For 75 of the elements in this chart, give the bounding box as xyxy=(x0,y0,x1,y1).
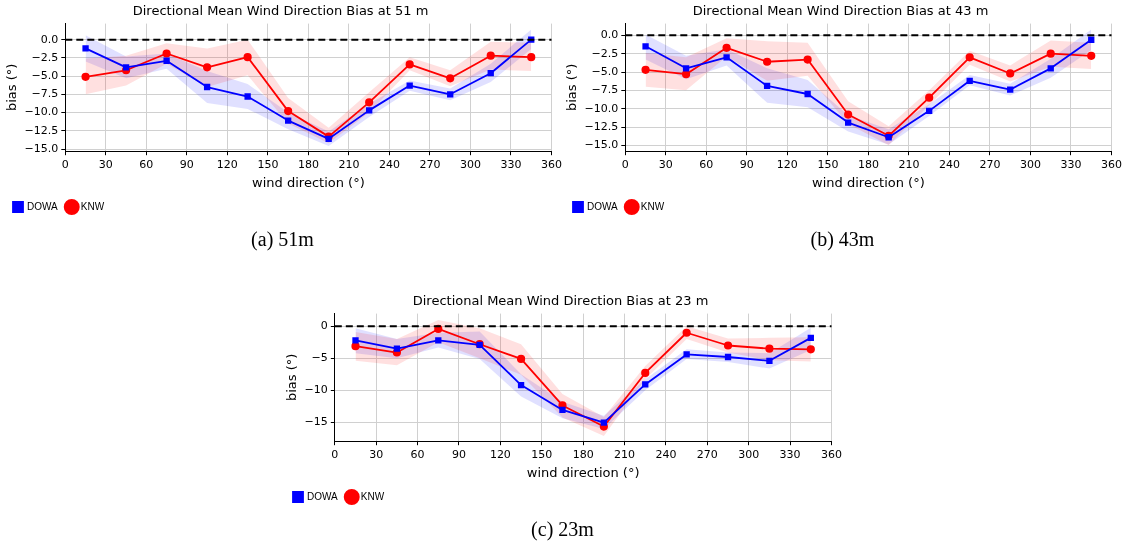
x-tick-label: 150 xyxy=(257,157,279,171)
x-tick-label: 0 xyxy=(61,157,69,171)
x-tick-label: 300 xyxy=(459,157,481,171)
y-axis-title: bias (°) xyxy=(284,353,300,402)
legend-label: KNW xyxy=(640,200,665,212)
y-axis-title: bias (°) xyxy=(564,63,580,112)
x-tick-label: 360 xyxy=(821,447,842,461)
legend-label: DOWA xyxy=(587,200,619,212)
y-tick-label: −15.0 xyxy=(24,141,59,155)
x-tick-label: 180 xyxy=(297,157,319,171)
x-axis-title: wind direction (°) xyxy=(812,174,925,190)
x-tick-label: 180 xyxy=(857,157,879,171)
x-tick-label: 330 xyxy=(1060,157,1082,171)
y-tick-label: −5 xyxy=(311,351,328,365)
y-tick-label: −15 xyxy=(304,414,328,428)
x-tick-label: 210 xyxy=(614,447,636,461)
x-tick-label: 150 xyxy=(531,447,553,461)
x-tick-label: 270 xyxy=(979,157,1001,171)
y-tick-label: −7.5 xyxy=(31,87,59,101)
x-axis-title: wind direction (°) xyxy=(252,174,365,190)
legend-label: KNW xyxy=(80,200,105,212)
y-tick-label: −10 xyxy=(304,383,328,397)
x-tick-label: 90 xyxy=(179,157,194,171)
y-tick-label: −15.0 xyxy=(584,138,619,152)
text: (c) 23m xyxy=(530,518,595,541)
x-tick-label: 30 xyxy=(658,157,673,171)
x-tick-label: 120 xyxy=(776,157,798,171)
x-tick-label: 180 xyxy=(572,447,594,461)
y-tick-label: −5.0 xyxy=(31,68,59,82)
x-tick-label: 60 xyxy=(139,157,154,171)
x-tick-label: 240 xyxy=(378,157,400,171)
x-axis-title: wind direction (°) xyxy=(526,464,640,480)
text: (a) 51m xyxy=(250,228,315,251)
x-tick-label: 330 xyxy=(500,157,522,171)
y-tick-label: −10.0 xyxy=(584,101,619,115)
legend-label: KNW xyxy=(360,490,385,502)
x-tick-label: 300 xyxy=(738,447,760,461)
x-tick-label: 360 xyxy=(541,157,562,171)
y-axis-title: bias (°) xyxy=(4,63,20,112)
x-tick-label: 240 xyxy=(655,447,677,461)
x-tick-label: 60 xyxy=(699,157,714,171)
y-tick-label: −12.5 xyxy=(24,123,59,137)
legend-label: DOWA xyxy=(307,490,339,502)
x-tick-label: 210 xyxy=(898,157,920,171)
x-tick-label: 270 xyxy=(419,157,441,171)
x-tick-label: 30 xyxy=(98,157,113,171)
y-tick-label: −5.0 xyxy=(591,64,619,78)
chart-title: Directional Mean Wind Direction Bias at 51 m xyxy=(132,3,429,19)
x-tick-label: 300 xyxy=(1019,157,1041,171)
y-tick-label: −2.5 xyxy=(591,46,619,60)
x-tick-label: 30 xyxy=(369,447,384,461)
x-tick-label: 0 xyxy=(621,157,629,171)
text: (b) 43m xyxy=(809,228,876,251)
legend-label: DOWA xyxy=(27,200,59,212)
x-tick-label: 150 xyxy=(817,157,839,171)
y-tick-label: −10.0 xyxy=(24,105,59,119)
chart-title: Directional Mean Wind Direction Bias at 23 m xyxy=(412,293,709,309)
x-tick-label: 330 xyxy=(779,447,801,461)
x-tick-label: 120 xyxy=(489,447,511,461)
x-tick-label: 0 xyxy=(331,447,339,461)
y-tick-label: −7.5 xyxy=(591,83,619,97)
x-tick-label: 210 xyxy=(338,157,360,171)
x-tick-label: 270 xyxy=(696,447,718,461)
y-tick-label: −2.5 xyxy=(31,50,59,64)
y-tick-label: 0.0 xyxy=(40,32,59,46)
y-tick-label: 0.0 xyxy=(600,28,619,42)
chart-title: Directional Mean Wind Direction Bias at 43 m xyxy=(692,3,989,19)
y-tick-label: 0 xyxy=(320,319,328,333)
x-tick-label: 90 xyxy=(739,157,754,171)
x-tick-label: 240 xyxy=(938,157,960,171)
y-tick-label: −12.5 xyxy=(584,119,619,133)
x-tick-label: 60 xyxy=(410,447,425,461)
x-tick-label: 90 xyxy=(451,447,466,461)
x-tick-label: 120 xyxy=(216,157,238,171)
x-tick-label: 360 xyxy=(1101,157,1122,171)
